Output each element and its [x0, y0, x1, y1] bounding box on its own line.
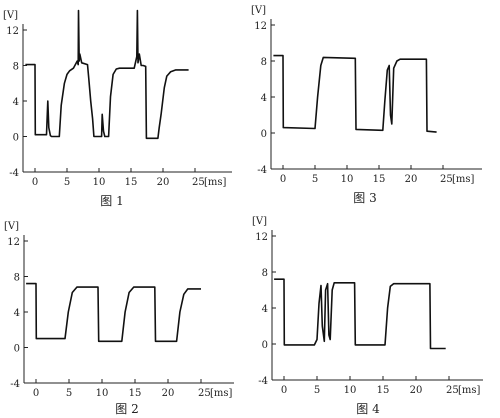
y-tick-label: 8 — [262, 268, 268, 279]
y-unit-label: [V] — [3, 10, 18, 21]
x-tick-label: 20 — [157, 177, 170, 188]
x-tick-label: 0 — [32, 177, 38, 188]
x-tick-label: 0 — [281, 385, 287, 396]
y-tick-label: 4 — [262, 304, 268, 315]
panel-3: [V] -4 0 4 8 12 0 5 10 15 20 25 [ms] 图 2 — [4, 221, 234, 416]
y-unit-label: [V] — [252, 216, 267, 227]
y-tick-label: 8 — [261, 57, 267, 68]
x-tick-label: 20 — [405, 174, 418, 185]
x-tick-label: 15 — [373, 174, 386, 185]
y-tick-label: -4 — [10, 379, 20, 390]
x-tick-label: 15 — [129, 388, 142, 399]
y-tick-label: 4 — [14, 308, 20, 319]
y-tick-label: -4 — [258, 376, 268, 387]
x-unit-label: [ms] — [452, 174, 475, 185]
x-tick-label: 25 — [198, 388, 211, 399]
y-tick-label: 8 — [14, 273, 20, 284]
x-unit-label: [ms] — [204, 177, 227, 188]
y-tick-label: -4 — [9, 168, 19, 179]
x-tick-label: 20 — [410, 385, 423, 396]
y-tick-label: 4 — [261, 93, 267, 104]
y-tick-label: 0 — [262, 340, 268, 351]
x-tick-label: 5 — [66, 388, 72, 399]
x-tick-label: 20 — [162, 388, 175, 399]
y-tick-label: 4 — [13, 97, 19, 108]
x-tick-label: 10 — [341, 174, 354, 185]
x-tick-label: 15 — [125, 177, 138, 188]
series-line — [25, 9, 189, 140]
panel-1: [V] -4 0 4 8 12 0 5 10 15 20 25 [ms] 图 1 — [3, 9, 232, 208]
x-tick-label: 5 — [64, 177, 70, 188]
y-tick-label: 0 — [14, 344, 20, 355]
x-tick-label: 15 — [377, 385, 390, 396]
x-tick-label: 25 — [446, 385, 459, 396]
y-unit-label: [V] — [4, 221, 19, 232]
y-tick-label: 12 — [6, 26, 19, 37]
y-tick-label: 8 — [13, 62, 19, 73]
x-tick-label: 5 — [314, 385, 320, 396]
figure-caption: 图 4 — [356, 402, 380, 416]
x-tick-label: 25 — [192, 177, 205, 188]
panel-2: [V] -4 0 4 8 12 0 5 10 15 20 25 [ms] 图 3 — [251, 5, 482, 205]
figure-caption: 图 2 — [115, 402, 138, 416]
series-line — [273, 54, 437, 133]
y-tick-label: 0 — [13, 133, 19, 144]
figure-caption: 图 1 — [100, 194, 123, 208]
series-line — [274, 278, 446, 350]
x-tick-label: 25 — [440, 174, 453, 185]
x-tick-label: 10 — [93, 177, 106, 188]
x-tick-label: 10 — [344, 385, 357, 396]
y-unit-label: [V] — [251, 5, 266, 16]
x-tick-label: 0 — [33, 388, 39, 399]
panel-4: [V] -4 0 4 8 12 0 5 10 15 20 25 [ms] 图 4 — [252, 216, 483, 416]
y-tick-label: 0 — [261, 129, 267, 140]
x-tick-label: 5 — [312, 174, 318, 185]
y-tick-label: 12 — [254, 21, 267, 32]
y-tick-label: 12 — [7, 237, 20, 248]
y-tick-label: 12 — [255, 232, 268, 243]
series-line — [26, 282, 201, 343]
figure-caption: 图 3 — [353, 191, 376, 205]
x-tick-label: 0 — [280, 174, 286, 185]
x-unit-label: [ms] — [458, 385, 481, 396]
x-unit-label: [ms] — [210, 388, 233, 399]
y-tick-label: -4 — [257, 165, 267, 176]
x-tick-label: 10 — [96, 388, 109, 399]
